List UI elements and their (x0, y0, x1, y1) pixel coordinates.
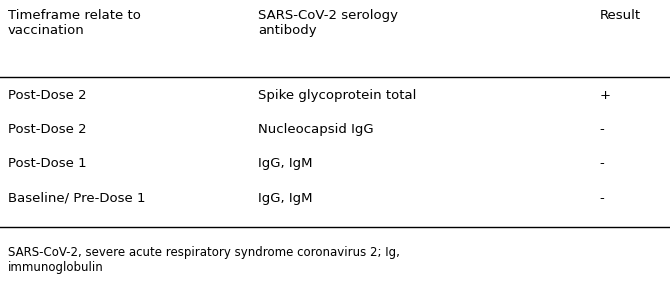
Text: Nucleocapsid IgG: Nucleocapsid IgG (258, 123, 374, 136)
Text: Result: Result (600, 9, 641, 22)
Text: -: - (600, 123, 604, 136)
Text: Timeframe relate to
vaccination: Timeframe relate to vaccination (8, 9, 141, 37)
Text: SARS-CoV-2 serology
antibody: SARS-CoV-2 serology antibody (258, 9, 398, 37)
Text: Post-Dose 1: Post-Dose 1 (8, 157, 86, 171)
Text: Post-Dose 2: Post-Dose 2 (8, 123, 86, 136)
Text: -: - (600, 157, 604, 171)
Text: Baseline/ Pre-Dose 1: Baseline/ Pre-Dose 1 (8, 192, 145, 205)
Text: IgG, IgM: IgG, IgM (258, 192, 312, 205)
Text: SARS-CoV-2, severe acute respiratory syndrome coronavirus 2; Ig,
immunoglobulin: SARS-CoV-2, severe acute respiratory syn… (8, 246, 400, 274)
Text: Spike glycoprotein total: Spike glycoprotein total (258, 89, 416, 102)
Text: +: + (600, 89, 610, 102)
Text: -: - (600, 192, 604, 205)
Text: IgG, IgM: IgG, IgM (258, 157, 312, 171)
Text: Post-Dose 2: Post-Dose 2 (8, 89, 86, 102)
